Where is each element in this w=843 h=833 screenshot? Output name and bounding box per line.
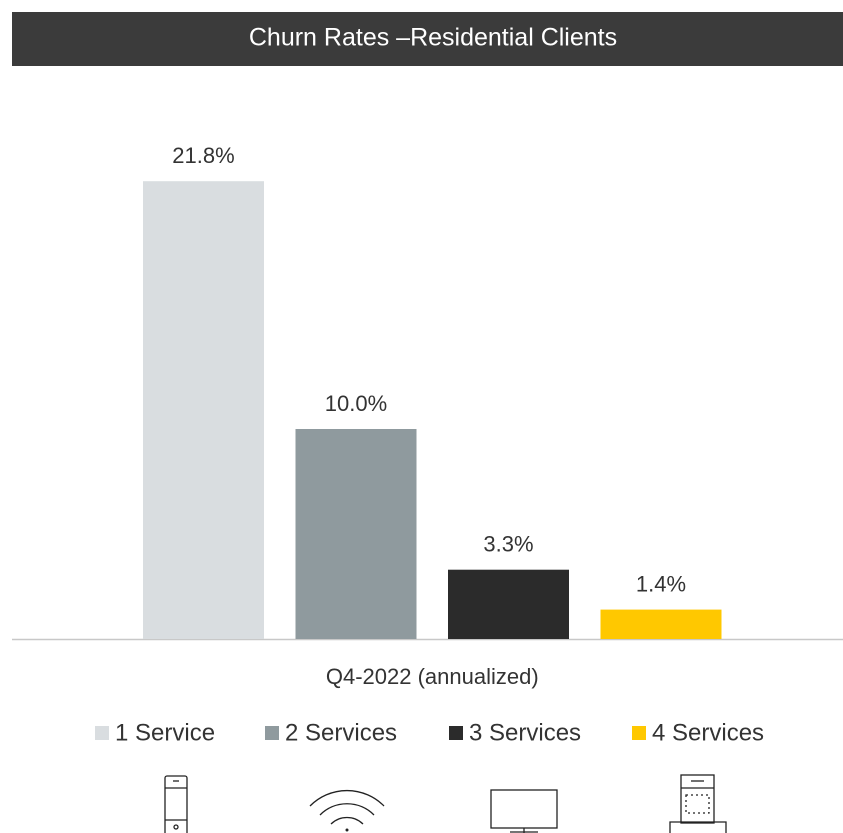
legend-swatch xyxy=(632,726,646,740)
legend-label: 4 Services xyxy=(652,719,764,746)
value-label: 21.8% xyxy=(172,143,234,168)
legend-swatch xyxy=(265,726,279,740)
tv-icon xyxy=(490,789,558,833)
legend-swatch xyxy=(449,726,463,740)
phone-icon xyxy=(164,775,188,833)
bar xyxy=(143,181,264,639)
chart-title: Churn Rates –Residential Clients xyxy=(249,24,617,52)
legend-swatch xyxy=(95,726,109,740)
icons xyxy=(164,774,727,833)
bar xyxy=(295,429,417,639)
legend-label: 1 Service xyxy=(115,719,215,746)
x-tick-label: Q4-2022 (annualized) xyxy=(326,664,539,689)
title-bar xyxy=(12,12,843,66)
value-label: 10.0% xyxy=(325,391,387,416)
wifi-icon xyxy=(309,789,385,832)
value-label: 1.4% xyxy=(636,571,686,596)
landline-icon xyxy=(669,774,727,833)
value-label: 3.3% xyxy=(483,532,533,557)
bar xyxy=(448,569,569,639)
bar xyxy=(600,609,722,639)
legend-label: 3 Services xyxy=(469,719,581,746)
legend-label: 2 Services xyxy=(285,719,397,746)
